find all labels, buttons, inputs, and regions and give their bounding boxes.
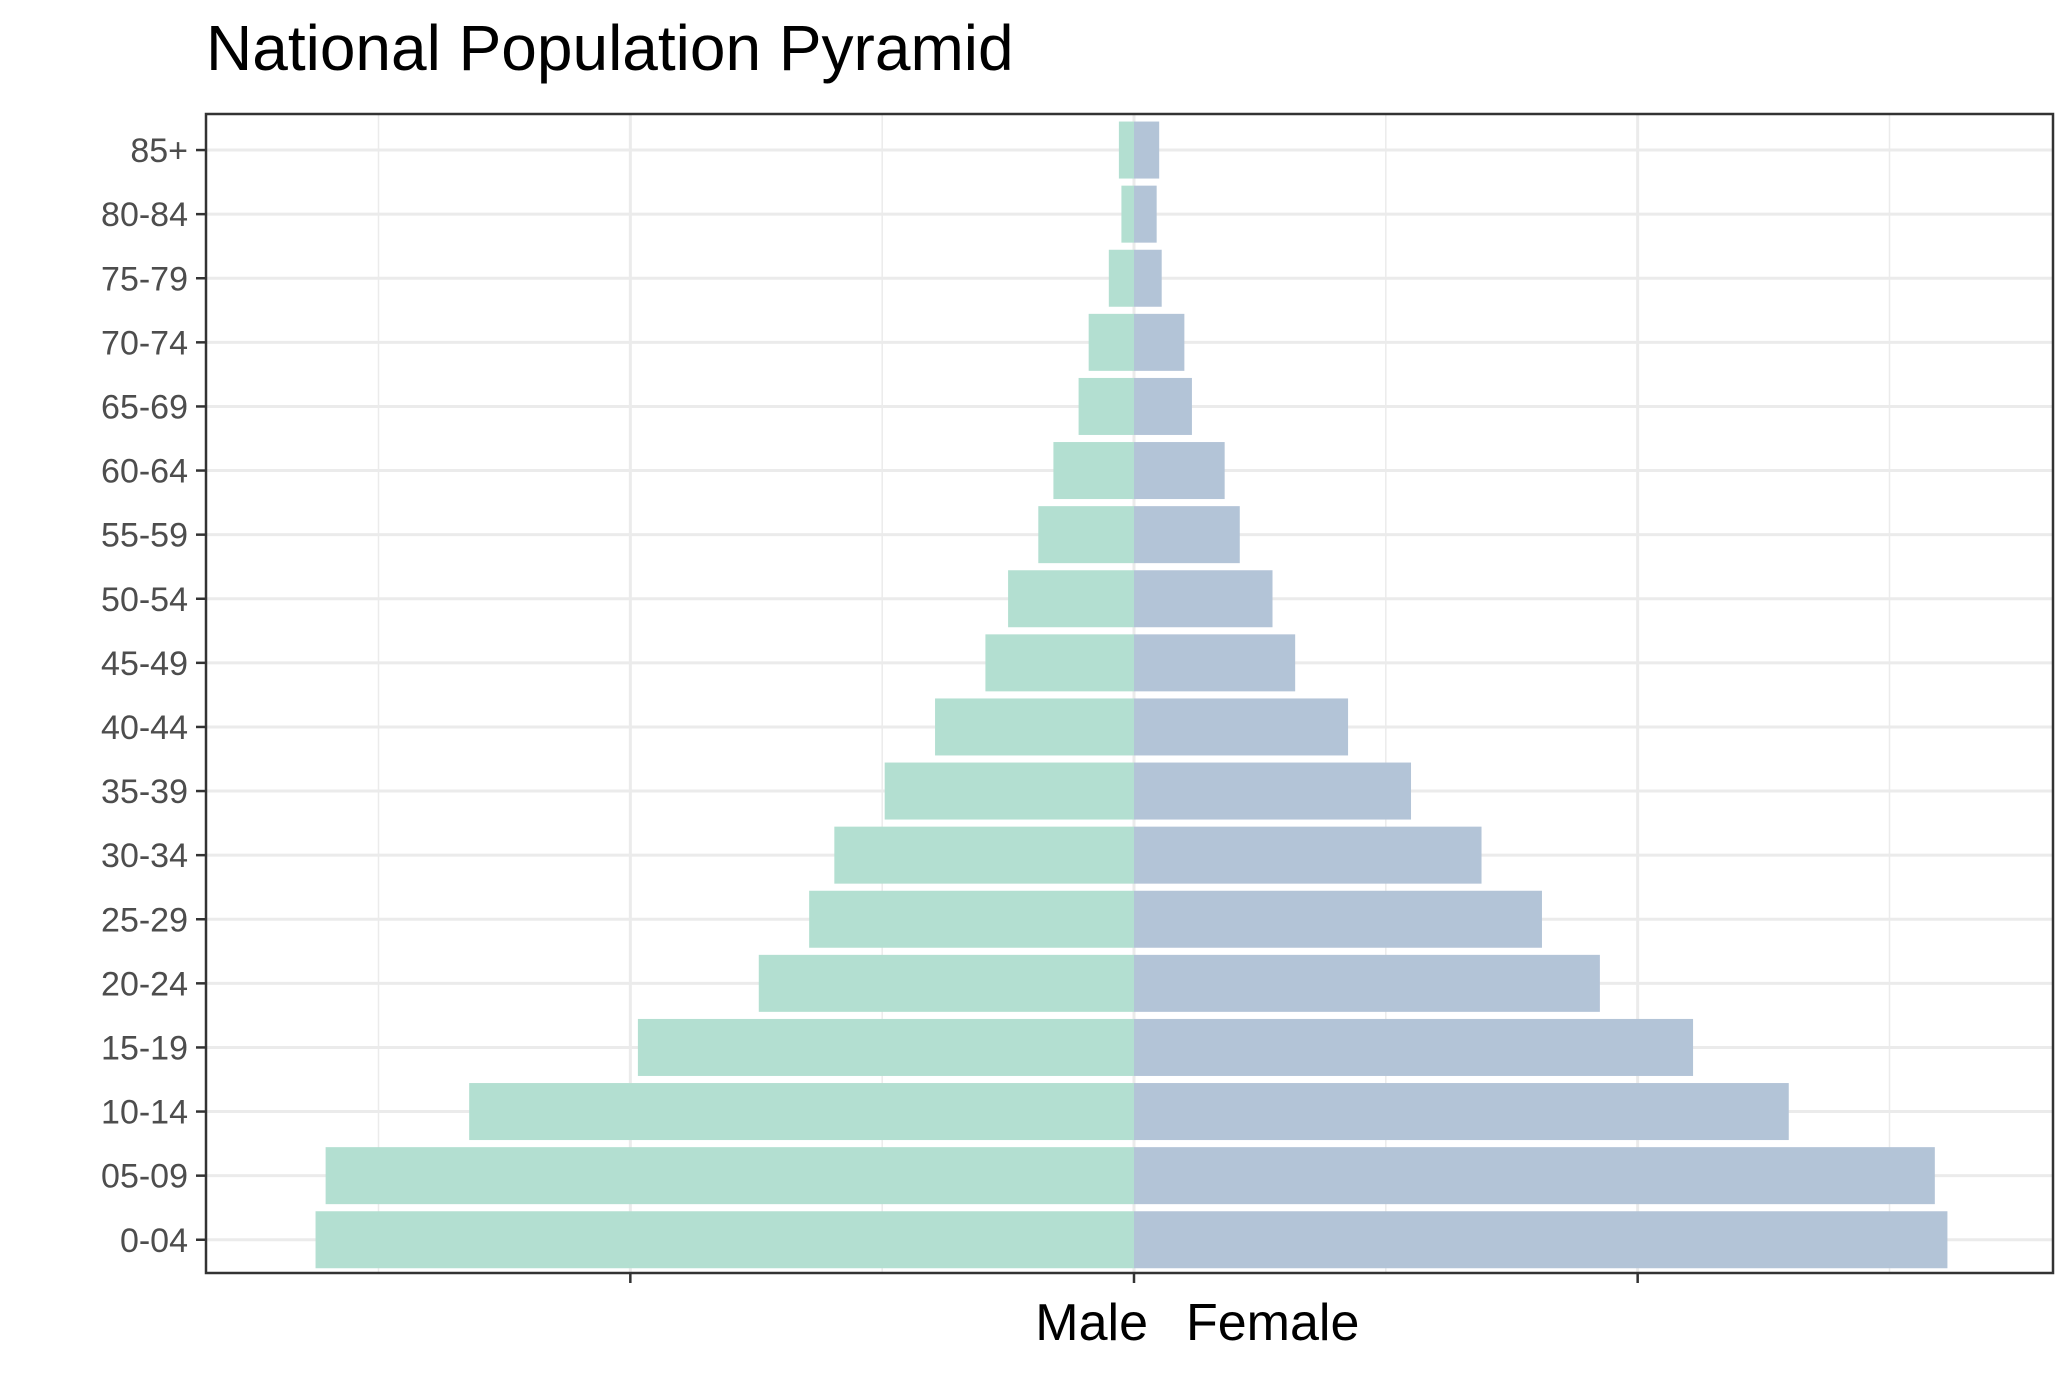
bar-male-40-44 (935, 698, 1134, 756)
bar-male-80-84 (1121, 185, 1134, 243)
chart-title: National Population Pyramid (206, 12, 1014, 84)
y-tick-label: 35-39 (101, 773, 188, 811)
y-tick-label: 50-54 (101, 581, 188, 619)
y-tick-label: 30-34 (101, 837, 188, 875)
bar-female-20-24 (1134, 954, 1600, 1012)
bar-male-30-34 (834, 826, 1134, 884)
bar-female-40-44 (1134, 698, 1349, 756)
panel-border (204, 112, 2055, 1275)
bar-female-65-69 (1134, 377, 1192, 435)
bar-female-85plus (1134, 121, 1160, 179)
y-tick-label: 85+ (130, 132, 188, 170)
bar-female-55-59 (1134, 506, 1240, 564)
bar-male-85plus (1118, 121, 1134, 179)
bar-female-45-49 (1134, 634, 1296, 692)
bar-male-60-64 (1053, 442, 1134, 500)
bar-male-05-09 (325, 1147, 1134, 1205)
bar-male-35-39 (884, 762, 1134, 820)
bar-female-15-19 (1134, 1018, 1694, 1076)
bar-female-50-54 (1134, 570, 1273, 628)
bar-male-55-59 (1038, 506, 1134, 564)
bar-male-70-74 (1088, 313, 1134, 371)
bar-male-65-69 (1078, 377, 1134, 435)
bars (315, 121, 1948, 1269)
y-tick-label: 65-69 (101, 388, 188, 426)
y-tick-label: 0-04 (120, 1222, 188, 1260)
bar-female-05-09 (1134, 1147, 1935, 1205)
y-tick-label: 10-14 (101, 1094, 188, 1132)
y-tick-label: 55-59 (101, 517, 188, 555)
bar-male-15-19 (637, 1018, 1134, 1076)
y-tick-label: 05-09 (101, 1158, 188, 1196)
y-tick-label: 80-84 (101, 196, 188, 234)
x-axis-label-male: Male (1035, 1294, 1148, 1352)
bar-male-10-14 (469, 1083, 1134, 1141)
bar-female-80-84 (1134, 185, 1157, 243)
bar-female-0-04 (1134, 1211, 1948, 1269)
bar-female-35-39 (1134, 762, 1412, 820)
bar-female-70-74 (1134, 313, 1185, 371)
bar-male-45-49 (985, 634, 1134, 692)
y-tick-label: 70-74 (101, 324, 188, 362)
bar-female-25-29 (1134, 890, 1542, 948)
bar-male-75-79 (1108, 249, 1134, 307)
bar-male-50-54 (1008, 570, 1134, 628)
y-tick-label: 20-24 (101, 965, 188, 1003)
y-tick-label: 40-44 (101, 709, 188, 747)
bar-female-75-79 (1134, 249, 1162, 307)
bar-male-25-29 (809, 890, 1134, 948)
y-tick-label: 75-79 (101, 260, 188, 298)
bar-female-10-14 (1134, 1083, 1789, 1141)
x-axis-label-female: Female (1186, 1294, 1359, 1352)
bar-male-0-04 (315, 1211, 1134, 1269)
bar-male-20-24 (758, 954, 1134, 1012)
y-tick-label: 25-29 (101, 901, 188, 939)
bar-female-60-64 (1134, 442, 1225, 500)
y-tick-label: 60-64 (101, 453, 188, 491)
axis-ticks: 0-04 05-09 10-14 15-19 20-24 25-29 30-34 35-39 4… (101, 132, 1639, 1283)
y-tick-label: 45-49 (101, 645, 188, 683)
bar-female-30-34 (1134, 826, 1482, 884)
y-tick-label: 15-19 (101, 1029, 188, 1067)
